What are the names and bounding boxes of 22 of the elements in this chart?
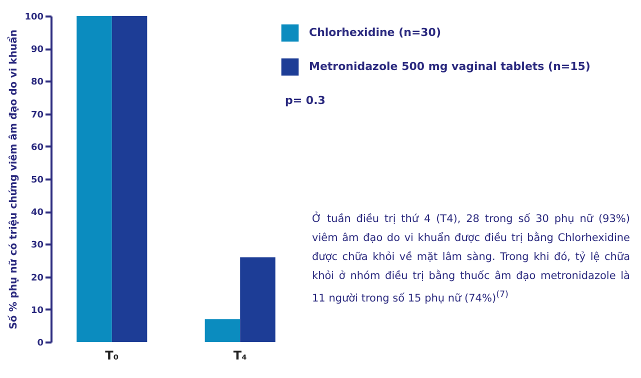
- annotation: p= 0.3: [285, 94, 326, 107]
- y-tick-label: 70: [30, 110, 44, 120]
- y-tick-label: 60: [30, 142, 44, 153]
- legend-label: Metronidazole 500 mg vaginal tablets (n=15): [309, 60, 590, 73]
- text: Ở tuần điều trị thứ 4 (T4), 28 trong số 30 phụ nữ (93%) viêm âm đạo do vi khuẩn được điều trị bằng Chlorhexidine được chữa khỏi về mặt lâm sàng. Trong khi đó, tỷ lệ chữa khỏi ở nhóm điều trị bằng thuốc âm đạo metronidazole là 11 người trong số 15 phụ nữ (74%)$^{(7)}$: [312, 210, 630, 306]
- y-tick-label: 50: [30, 176, 44, 186]
- legend-label: Chlorhexidine (n=30): [309, 26, 441, 39]
- y-tick-label: 100: [24, 12, 44, 22]
- bar: [204, 319, 240, 342]
- bar: [112, 16, 148, 342]
- bar: [76, 16, 112, 342]
- y-tick-label: 30: [30, 240, 44, 251]
- y-tick-label: 80: [30, 78, 44, 88]
- y-axis-title: Số % phụ nữ có triệu chứng viêm âm đạo do vi khuẩn: [6, 30, 20, 330]
- y-tick-label: 0: [37, 338, 44, 348]
- bar: [240, 257, 276, 342]
- x-tick-label: T₀: [105, 348, 119, 362]
- y-tick-label: 20: [30, 273, 44, 284]
- y-tick-label: 10: [30, 306, 44, 316]
- x-tick-label: T₄: [233, 348, 247, 362]
- y-tick-label: 40: [30, 208, 44, 218]
- y-tick-label: 90: [30, 45, 44, 56]
